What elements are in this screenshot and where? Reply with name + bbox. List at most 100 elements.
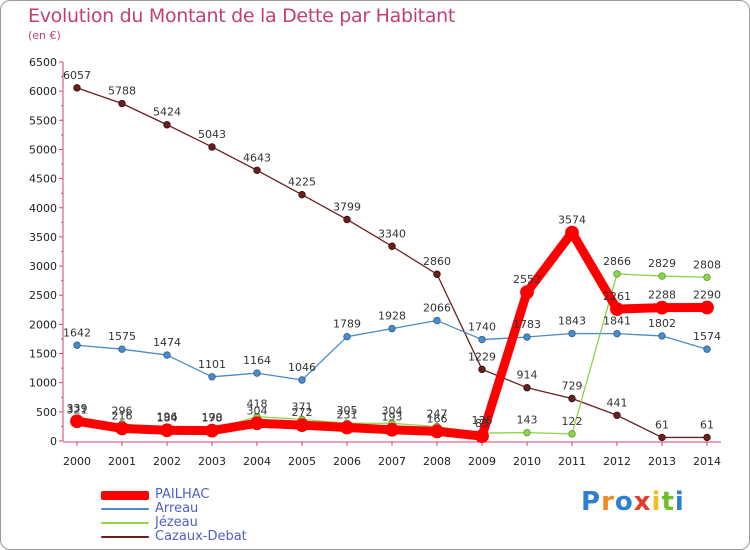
- data-label: 83: [475, 417, 489, 430]
- data-point: [205, 423, 219, 438]
- data-point: [70, 414, 84, 429]
- data-point: [658, 272, 666, 280]
- data-label: 441: [607, 396, 628, 409]
- data-label: 2066: [423, 302, 451, 315]
- x-tick-label: 2011: [558, 455, 586, 468]
- logo-letter: i: [651, 487, 662, 517]
- data-label: 166: [427, 412, 448, 425]
- logo-letter: t: [661, 487, 675, 517]
- x-tick-label: 2009: [468, 455, 496, 468]
- data-point: [613, 270, 621, 278]
- data-label: 305: [337, 404, 358, 417]
- x-tick-label: 2007: [378, 455, 406, 468]
- data-point: [565, 225, 579, 240]
- data-point: [298, 190, 306, 199]
- x-tick-label: 2004: [243, 455, 271, 468]
- x-tick-label: 2010: [513, 455, 541, 468]
- data-label: 61: [700, 418, 714, 431]
- x-tick-label: 2001: [108, 455, 136, 468]
- data-label: 1802: [648, 317, 676, 330]
- data-point: [343, 215, 351, 224]
- legend-label: Cazaux-Debat: [155, 529, 247, 544]
- data-label: 1841: [603, 315, 631, 328]
- x-tick-label: 2005: [288, 455, 316, 468]
- data-label: 1046: [288, 361, 316, 374]
- data-point: [655, 300, 669, 315]
- data-point: [73, 84, 81, 92]
- data-label: 1783: [513, 318, 541, 331]
- data-point: [703, 433, 711, 442]
- data-point: [73, 341, 81, 349]
- x-tick-label: 2013: [648, 455, 676, 468]
- data-point: [658, 332, 666, 340]
- logo-letter: r: [601, 487, 615, 517]
- y-tick-label: 1500: [29, 348, 57, 361]
- data-point: [253, 369, 261, 377]
- y-tick-label: 5500: [29, 114, 57, 127]
- data-label: 304: [382, 404, 403, 417]
- data-label: 2288: [648, 289, 676, 302]
- data-point: [295, 418, 309, 433]
- data-label: 3340: [378, 227, 406, 240]
- data-label: 296: [112, 405, 133, 418]
- x-tick-label: 2000: [63, 455, 91, 468]
- data-label: 2866: [603, 255, 631, 268]
- data-label: 193: [382, 411, 403, 424]
- data-label: 190: [202, 411, 223, 424]
- data-label: 4643: [243, 151, 271, 164]
- data-label: 3574: [558, 214, 586, 227]
- x-tick-label: 2006: [333, 455, 361, 468]
- data-point: [208, 143, 216, 151]
- data-point: [523, 333, 531, 341]
- data-point: [163, 351, 171, 359]
- data-point: [118, 99, 126, 108]
- chart-legend: PAILHAC Arreau Jézeau Cazaux-Debat: [101, 488, 247, 544]
- data-label: 136: [472, 414, 493, 427]
- data-label: 143: [517, 414, 538, 427]
- y-tick-label: 6000: [29, 85, 57, 98]
- y-tick-label: 0: [50, 435, 57, 448]
- legend-swatch: [101, 490, 149, 500]
- legend-item: Jézeau: [101, 516, 247, 530]
- legend-label: Arreau: [155, 501, 199, 516]
- y-tick-label: 5000: [29, 143, 57, 156]
- logo-letter: x: [633, 487, 652, 517]
- data-point: [703, 345, 711, 353]
- data-label: 1740: [468, 321, 496, 334]
- data-label: 1164: [243, 354, 271, 367]
- x-tick-label: 2003: [198, 455, 226, 468]
- data-label: 3799: [333, 200, 361, 213]
- data-point: [250, 416, 264, 431]
- data-point: [658, 433, 666, 442]
- y-tick-label: 4500: [29, 173, 57, 186]
- data-point: [160, 423, 174, 438]
- x-tick-label: 2002: [153, 455, 181, 468]
- data-label: 321: [67, 403, 88, 416]
- data-label: 122: [562, 415, 583, 428]
- data-label: 1928: [378, 310, 406, 323]
- data-point: [613, 411, 621, 419]
- y-tick-label: 3500: [29, 231, 57, 244]
- chart-title: Evolution du Montant de la Dette par Hab…: [28, 5, 456, 27]
- y-tick-label: 2000: [29, 318, 57, 331]
- data-point: [568, 394, 576, 403]
- data-point: [118, 345, 126, 353]
- data-point: [568, 329, 576, 338]
- data-label: 418: [247, 398, 268, 411]
- x-tick-label: 2012: [603, 455, 631, 468]
- legend-item: Arreau: [101, 502, 247, 516]
- data-label: 2829: [648, 257, 676, 270]
- data-label: 339: [67, 402, 88, 415]
- chart-subtitle: (en €): [28, 29, 61, 42]
- data-label: 2808: [693, 258, 721, 271]
- data-label: 729: [562, 379, 583, 392]
- data-point: [703, 273, 711, 281]
- data-point: [475, 429, 489, 444]
- legend-label: Jézeau: [155, 515, 198, 530]
- x-tick-label: 2014: [693, 455, 721, 468]
- legend-swatch: [101, 536, 149, 538]
- data-point: [298, 376, 306, 384]
- data-label: 5424: [153, 106, 181, 119]
- data-label: 371: [292, 400, 313, 413]
